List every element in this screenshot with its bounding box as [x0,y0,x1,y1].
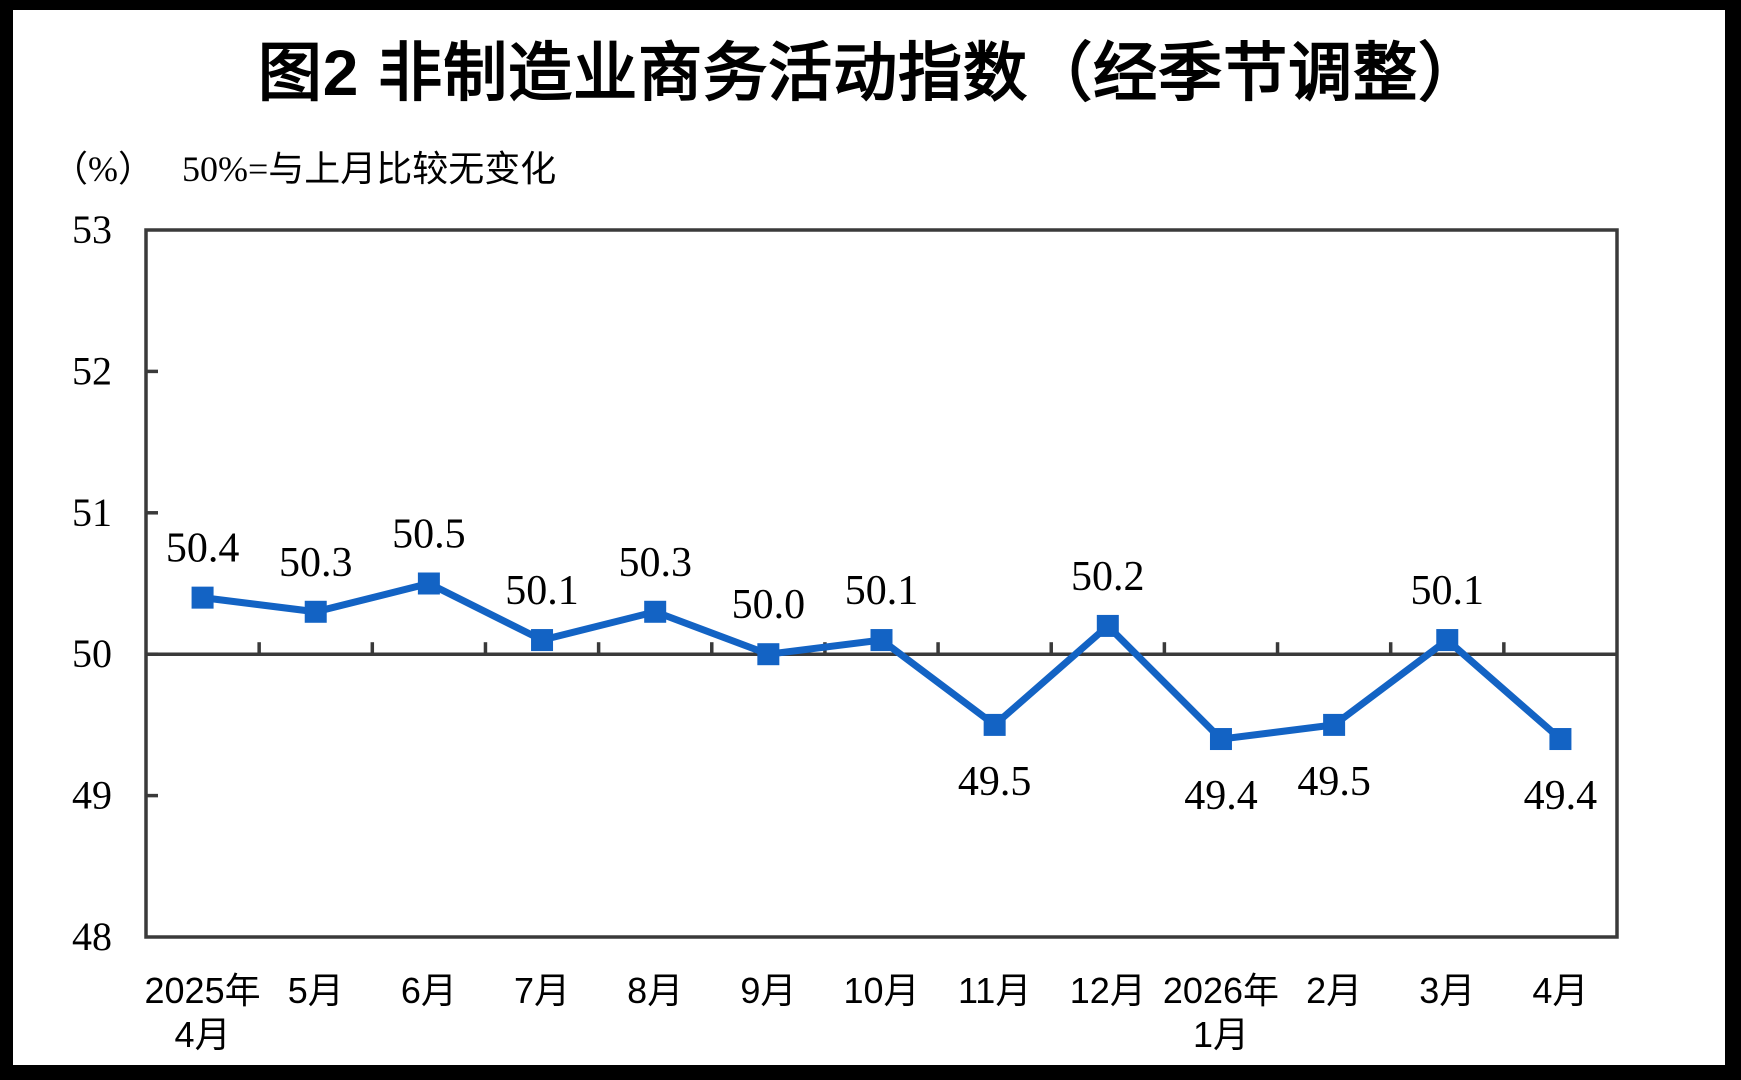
data-point-marker [983,713,1006,736]
x-axis-label: 2026年 1月 [1163,970,1279,1055]
data-point-marker [304,600,327,623]
data-point-label: 49.4 [1184,773,1258,819]
x-axis-label: 3月 [1419,970,1475,1011]
data-point-marker [644,600,667,623]
data-point-marker [191,586,214,609]
chart-subtitle: （%） 50%=与上月比较无变化 [52,140,556,192]
x-axis-label: 10月 [843,970,919,1011]
x-axis-label: 5月 [288,970,344,1011]
data-point-marker [1209,728,1232,751]
data-point-label: 50.3 [279,540,353,586]
x-axis-label: 4月 [1532,970,1588,1011]
data-point-label: 50.0 [732,582,806,628]
data-point-label: 49.5 [1297,759,1371,805]
data-point-label: 49.5 [958,759,1032,805]
data-point-marker [1436,629,1459,652]
x-axis-label: 8月 [627,970,683,1011]
data-point-marker [757,643,780,666]
data-point-label: 50.5 [392,512,466,558]
data-point-label: 50.3 [618,540,692,586]
data-point-marker [1549,728,1572,751]
data-point-label: 50.1 [845,568,919,614]
x-axis-label: 12月 [1070,970,1146,1011]
x-axis-label: 11月 [958,970,1031,1011]
y-axis-label: 48 [72,914,112,959]
data-point-marker [1096,614,1119,637]
x-axis-label: 9月 [740,970,796,1011]
y-axis-label: 51 [72,490,112,535]
x-axis-label: 2月 [1306,970,1362,1011]
data-point-marker [870,629,893,652]
x-axis-label: 6月 [401,970,457,1011]
data-point-marker [531,629,554,652]
data-point-label: 49.4 [1524,773,1598,819]
y-axis-unit-label: （%） [52,149,154,189]
y-axis-label: 52 [72,348,112,393]
reference-note: 50%=与上月比较无变化 [182,149,557,189]
plot-border [144,228,1619,939]
y-axis-label: 53 [72,207,112,252]
data-point-label: 50.1 [505,568,579,614]
data-point-label: 50.1 [1411,568,1485,614]
y-axis-label: 49 [72,773,112,818]
chart-title: 图2 非制造业商务活动指数（经季节调整） [257,37,1484,109]
y-axis-label: 50 [72,631,112,676]
data-point-marker [1323,713,1346,736]
data-point-label: 50.4 [166,526,240,572]
data-point-label: 50.2 [1071,554,1145,600]
data-point-marker [417,572,440,595]
x-axis-label: 2025年 4月 [145,970,261,1055]
x-axis-label: 7月 [514,970,570,1011]
